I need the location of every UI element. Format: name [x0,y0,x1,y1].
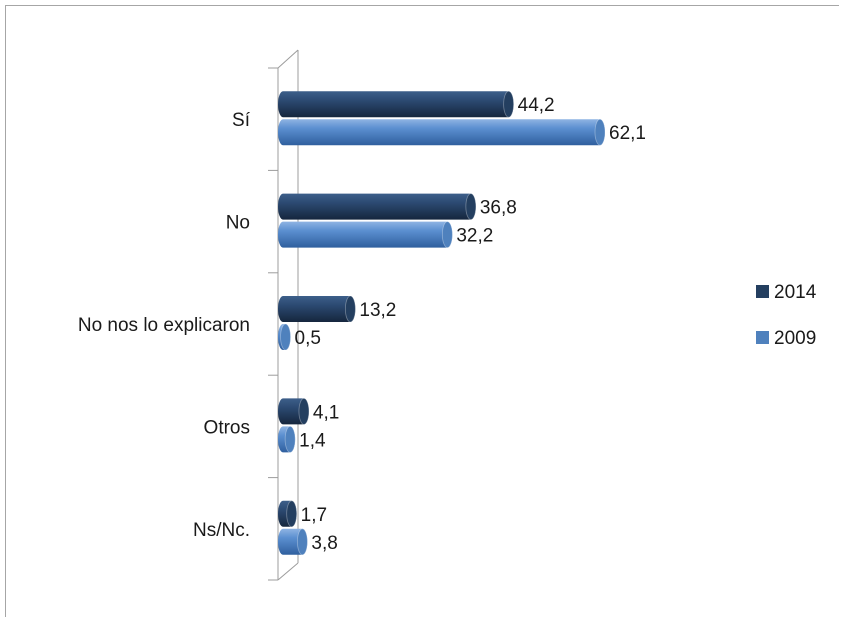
axis-bottom-edge [277,562,299,581]
bar-2009-no-nos-lo-explicaron [278,323,291,351]
legend-swatch-2014 [756,285,769,298]
bar-cap [280,323,291,351]
bar-cap [503,90,515,118]
axis-top-edge [277,49,299,69]
value-label-2014-no-nos-lo-explicaron: 13,2 [359,300,396,321]
bar-body [278,119,605,146]
bar-cap [594,118,606,146]
bar-2009-si [278,118,606,146]
bar-2014-no [278,193,477,221]
bar-cap [344,295,356,323]
value-label-2014-otros: 4,1 [313,402,339,423]
bar-cap [441,221,453,249]
value-label-2014-no: 36,8 [480,198,517,219]
bars [278,90,606,556]
bar-2009-ns-nc [278,528,308,556]
bar-2009-otros [278,425,296,453]
bar-cap [286,500,298,528]
bar-cap [465,193,477,221]
bar-cap [284,425,296,453]
category-label-otros: Otros [204,417,250,438]
value-label-2009-no-nos-lo-explicaron: 0,5 [295,328,321,349]
axis-ticks [268,67,278,581]
bar-2014-ns-nc [278,500,298,528]
category-label-no: No [226,213,250,234]
category-labels: Sí No No nos lo explicaron Otros Ns/Nc. [78,110,251,541]
bar-2009-no [278,221,453,249]
bar-cap [298,397,310,425]
bar-body [278,91,514,118]
legend: 2014 2009 [756,282,817,349]
value-label-2009-no: 32,2 [456,226,493,247]
value-label-2014-si: 44,2 [518,95,555,116]
legend-label-2009: 2009 [774,328,816,349]
bar-2014-si [278,90,515,118]
legend-label-2014: 2014 [774,282,817,303]
chart-frame [5,5,839,617]
legend-swatch-2009 [756,331,769,344]
category-label-no-nos-lo-explicaron: No nos lo explicaron [78,315,250,336]
value-label-2009-otros: 1,4 [299,430,326,451]
category-label-si: Sí [232,110,251,131]
bar-cap [296,528,308,556]
category-label-ns-nc: Ns/Nc. [193,520,250,541]
bar-body [278,193,476,220]
value-label-2009-ns-nc: 3,8 [311,533,337,554]
bar-2014-otros [278,397,310,425]
value-labels: 44,2 62,1 36,8 32,2 13,2 0,5 4,1 1,4 1,7 3,8 [295,95,646,554]
value-label-2009-si: 62,1 [609,123,646,144]
bar-body [278,221,453,248]
value-label-2014-ns-nc: 1,7 [301,505,327,526]
bar-2014-no-nos-lo-explicaron [278,295,356,323]
bar-body [278,296,356,322]
